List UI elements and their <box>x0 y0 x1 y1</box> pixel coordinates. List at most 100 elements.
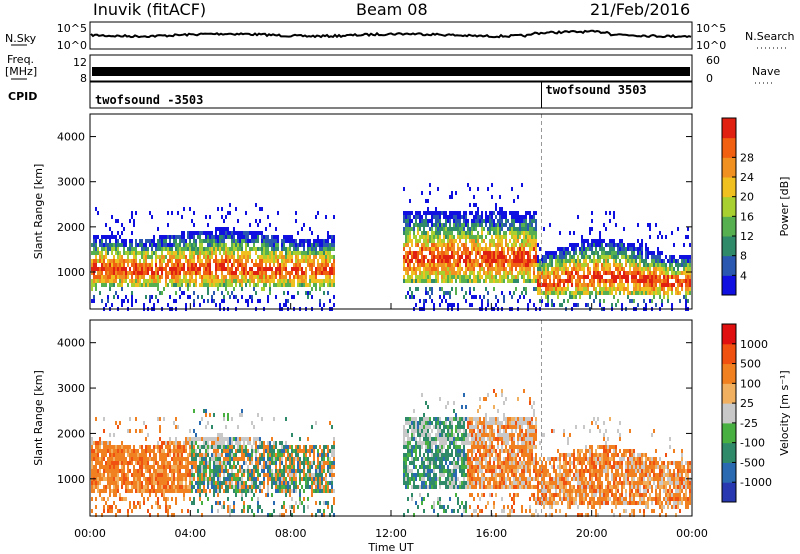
rti-cell <box>495 303 497 307</box>
rti-cell <box>237 489 239 493</box>
rti-cell <box>315 287 317 291</box>
rti-cell <box>269 291 271 295</box>
rti-cell <box>185 283 187 287</box>
rti-cell <box>651 263 653 267</box>
rti-cell <box>591 251 593 255</box>
rti-cell <box>215 445 217 449</box>
rti-cell <box>251 497 253 501</box>
rti-cell <box>225 449 227 453</box>
rti-cell <box>433 231 435 235</box>
rti-cell <box>657 279 659 283</box>
rti-cell <box>679 291 681 295</box>
rti-cell <box>663 267 665 271</box>
rti-cell <box>547 271 549 275</box>
rti-cell <box>291 453 293 457</box>
rti-cell <box>183 445 185 449</box>
rti-cell <box>239 481 241 485</box>
rti-cell <box>115 267 117 271</box>
rti-cell <box>195 433 197 437</box>
rti-cell <box>681 255 683 259</box>
rti-cell <box>115 465 117 469</box>
rti-cell <box>327 247 329 251</box>
rti-cell <box>127 259 129 263</box>
rti-cell <box>445 299 447 303</box>
rti-cell <box>529 259 531 263</box>
rti-cell <box>683 263 685 267</box>
rti-cell <box>229 477 231 481</box>
rti-cell <box>325 243 327 247</box>
rti-cell <box>167 477 169 481</box>
rti-cell <box>281 485 283 489</box>
rti-cell <box>233 501 235 505</box>
rti-cell <box>109 485 111 489</box>
rti-cell <box>169 251 171 255</box>
rti-cell <box>477 263 479 267</box>
rti-cell <box>273 243 275 247</box>
rti-cell <box>125 251 127 255</box>
rti-cell <box>417 275 419 279</box>
rti-cell <box>445 219 447 223</box>
rti-cell <box>631 259 633 263</box>
rti-cell <box>463 211 465 215</box>
rti-cell <box>143 489 145 493</box>
rti-cell <box>523 251 525 255</box>
rti-cell <box>213 489 215 493</box>
rti-cell <box>599 235 601 239</box>
rti-cell <box>317 271 319 275</box>
rti-cell <box>443 275 445 279</box>
rti-cell <box>283 501 285 505</box>
rti-cell <box>113 275 115 279</box>
rti-cell <box>179 449 181 453</box>
rti-cell <box>173 275 175 279</box>
rti-cell <box>127 473 129 477</box>
rti-cell <box>285 267 287 271</box>
rti-cell <box>329 279 331 283</box>
rti-cell <box>431 299 433 303</box>
rti-cell <box>609 291 611 295</box>
rti-cell <box>609 271 611 275</box>
rti-cell <box>409 251 411 255</box>
rti-cell <box>409 199 411 203</box>
rti-cell <box>221 481 223 485</box>
rti-cell <box>549 291 551 295</box>
rti-cell <box>527 267 529 271</box>
rti-cell <box>161 275 163 279</box>
rti-cell <box>291 481 293 485</box>
rti-cell <box>267 469 269 473</box>
rti-cell <box>247 299 249 303</box>
rti-cell <box>433 223 435 227</box>
rti-cell <box>489 267 491 271</box>
rti-cell <box>529 255 531 259</box>
rti-cell <box>155 445 157 449</box>
rti-cell <box>277 473 279 477</box>
rti-cell <box>111 243 113 247</box>
rti-cell <box>111 477 113 481</box>
rti-cell <box>657 267 659 271</box>
rti-cell <box>537 267 539 271</box>
rti-cell <box>97 441 99 445</box>
rti-cell <box>165 441 167 445</box>
rti-cell <box>639 243 641 247</box>
rti-cell <box>279 449 281 453</box>
rti-cell <box>193 247 195 251</box>
rti-cell <box>311 295 313 299</box>
rti-cell <box>135 255 137 259</box>
rti-cell <box>517 247 519 251</box>
rti-cell <box>273 275 275 279</box>
rti-cell <box>263 259 265 263</box>
rti-cell <box>153 275 155 279</box>
rti-cell <box>661 235 663 239</box>
rti-cell <box>179 485 181 489</box>
rti-cell <box>219 489 221 493</box>
rti-cell <box>133 445 135 449</box>
rti-cell <box>637 303 639 307</box>
rti-cell <box>463 231 465 235</box>
rti-cell <box>663 291 665 295</box>
rti-cell <box>107 275 109 279</box>
rti-cell <box>145 445 147 449</box>
rti-cell <box>479 267 481 271</box>
rti-cell <box>189 461 191 465</box>
rti-cell <box>179 263 181 267</box>
rti-cell <box>129 279 131 283</box>
